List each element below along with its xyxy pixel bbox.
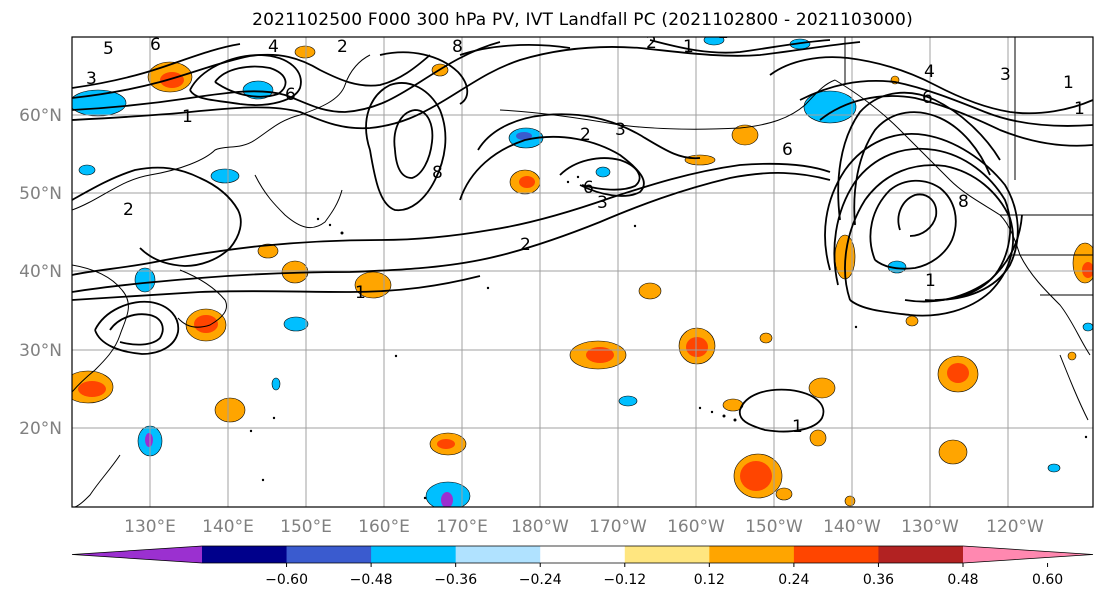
coastlines — [72, 37, 1093, 507]
lon-label: 170°W — [589, 517, 647, 537]
contour-label: 4 — [924, 62, 935, 82]
contour-label: 6 — [150, 35, 161, 55]
contour-label: 1 — [792, 417, 803, 437]
lon-label: 170°E — [436, 517, 488, 537]
lon-label: 180°W — [511, 517, 569, 537]
latitude-labels: 60°N 50°N 40°N 30°N 20°N — [19, 106, 62, 439]
contour-label: 2 — [520, 235, 531, 255]
contour-label: 3 — [1000, 65, 1011, 85]
colorbar-segment — [709, 546, 795, 563]
lon-label: 130°E — [124, 517, 176, 537]
lon-label: 120°W — [986, 517, 1044, 537]
lat-label-30: 30°N — [19, 341, 62, 361]
lon-label: 140°E — [202, 517, 254, 537]
longitude-labels: 130°E 140°E 150°E 160°E 170°E 180°W 170°… — [124, 517, 1044, 537]
colorbar-segment — [624, 546, 710, 563]
contour-label: 1 — [1074, 99, 1085, 119]
contour-label: 2 — [718, 23, 729, 43]
colorbar-tick-label: 0.60 — [1032, 572, 1063, 588]
colorbar-segment — [540, 546, 626, 563]
contour-label: 1 — [683, 37, 694, 57]
contour-label: 4 — [268, 37, 279, 57]
contour-label: 8 — [958, 192, 969, 212]
contour-label: 8 — [452, 37, 463, 57]
colorbar-tick-label: −0.36 — [434, 572, 477, 588]
lon-label: 160°W — [667, 517, 725, 537]
contour-label: 3 — [615, 120, 626, 140]
colorbar-tick-label: 0.36 — [863, 572, 894, 588]
colorbar-tick-label: −0.60 — [265, 572, 308, 588]
contour-label: 1 — [355, 283, 366, 303]
colorbar-tick-label: 0.48 — [947, 572, 978, 588]
colorbar-segment — [793, 546, 879, 563]
colorbar-segment — [286, 546, 372, 563]
contour-label: 2 — [580, 125, 591, 145]
contour-label: 6 — [782, 140, 793, 160]
colorbar: −0.60 −0.48 −0.36 −0.24 −0.12 0.12 0.24 0.36 0.4… — [71, 545, 1094, 588]
lat-label-50: 50°N — [19, 184, 62, 204]
contour-label: 6 — [922, 88, 933, 108]
map-area — [72, 37, 1093, 507]
colorbar-tick-label: −0.12 — [603, 572, 646, 588]
colorbar-segment — [202, 546, 288, 563]
contour-label: 2 — [123, 200, 134, 220]
colorbar-extend-low — [72, 546, 202, 563]
colorbar-tick-label: 0.12 — [694, 572, 725, 588]
colorbar-segment — [371, 546, 457, 563]
contour-label: 1 — [182, 107, 193, 127]
lat-label-60: 60°N — [19, 106, 62, 126]
ivt-shading — [72, 37, 1093, 507]
contour-label: 1 — [1063, 73, 1074, 93]
colorbar-tick-label: −0.24 — [519, 572, 562, 588]
colorbar-tick-label: −0.48 — [350, 572, 393, 588]
colorbar-segment — [878, 546, 964, 563]
contour-label: 3 — [86, 69, 97, 89]
colorbar-extend-high — [963, 546, 1093, 563]
colorbar-segment — [455, 546, 541, 563]
contour-label: 6 — [583, 178, 594, 198]
lat-label-20: 20°N — [19, 419, 62, 439]
contour-label: 8 — [432, 163, 443, 183]
contour-label: 6 — [285, 85, 296, 105]
lat-label-40: 40°N — [19, 262, 62, 282]
lon-label: 130°W — [901, 517, 959, 537]
contour-label: 3 — [597, 193, 608, 213]
contour-label: 5 — [103, 39, 114, 59]
contour-label: 2 — [337, 37, 348, 57]
lon-label: 140°W — [823, 517, 881, 537]
lon-label: 160°E — [358, 517, 410, 537]
lon-label: 150°W — [745, 517, 803, 537]
figure-title: 2021102500 F000 300 hPa PV, IVT Landfall… — [252, 10, 913, 30]
contour-labels: 6 5 4 2 8 3 1 6 2 1 2 2 3 6 8 3 2 1 2 1 … — [86, 23, 1085, 437]
contour-label: 2 — [646, 33, 657, 53]
lon-label: 150°E — [280, 517, 332, 537]
colorbar-outline — [71, 545, 1094, 564]
map-border — [71, 36, 1094, 508]
colorbar-tick-label: 0.24 — [778, 572, 809, 588]
pv-contours — [72, 39, 1093, 433]
contour-label: 1 — [925, 271, 936, 291]
islands — [249, 175, 1088, 500]
